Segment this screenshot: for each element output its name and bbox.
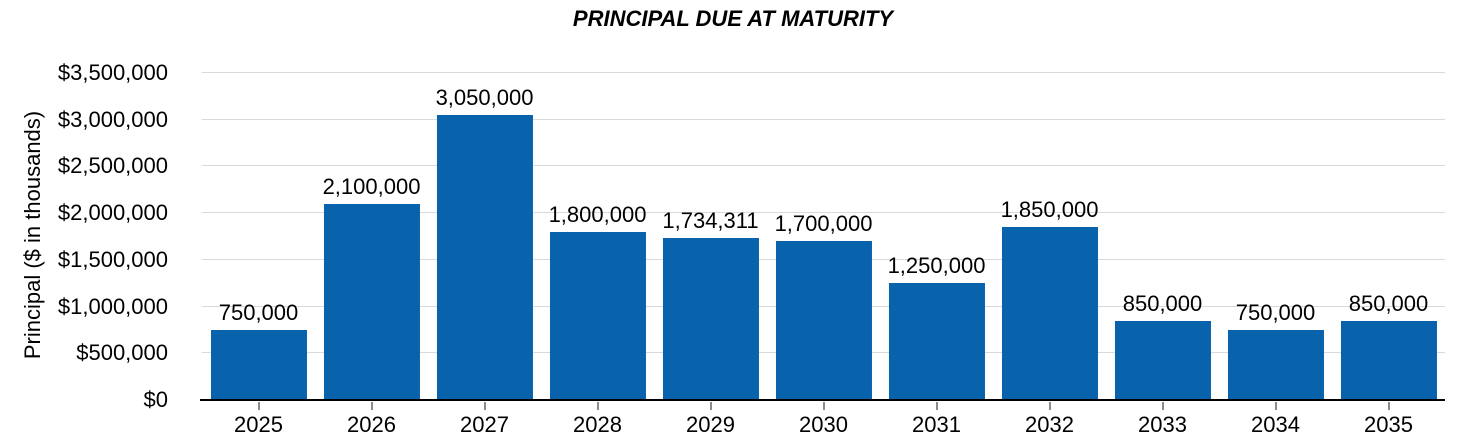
gridline	[202, 165, 1445, 167]
bar	[888, 283, 985, 400]
bar-slot: 2,100,000 2026	[315, 73, 428, 435]
bar-value-label: 1,850,000	[1000, 197, 1099, 223]
x-tick-label: 2028	[573, 412, 622, 437]
x-tick-label: 2027	[460, 412, 509, 437]
y-axis-labels: $0 $500,000 $1,000,000 $1,500,000 $2,000,000…	[0, 0, 168, 440]
x-tick-mark	[935, 402, 938, 410]
bar-value-label: 750,000	[218, 299, 299, 325]
y-tick-label: $500,000	[76, 340, 168, 366]
x-tick-mark	[483, 402, 486, 410]
bar-slot: 850,000 2035	[1332, 73, 1445, 436]
bar-value-label: 850,000	[1122, 290, 1203, 316]
bar-slot: 1,850,000 2032	[993, 73, 1106, 436]
bar-value-label: 850,000	[1348, 290, 1429, 316]
bar	[1114, 320, 1211, 400]
x-tick-mark	[1387, 402, 1390, 410]
gridline	[202, 118, 1445, 120]
x-axis-line	[200, 399, 1445, 401]
x-tick-mark	[370, 402, 373, 410]
bar	[1227, 329, 1324, 400]
bar-slot: 750,000 2034	[1219, 73, 1332, 436]
x-tick-label: 2033	[1138, 412, 1187, 437]
bar	[1340, 320, 1437, 400]
y-tick-label: $1,500,000	[57, 246, 168, 272]
y-tick-label: $2,500,000	[57, 153, 168, 179]
x-tick-mark	[257, 402, 260, 410]
y-tick-label: $0	[143, 387, 168, 412]
bar	[662, 237, 759, 400]
x-tick-label: 2030	[799, 412, 848, 437]
bar-slot: 1,700,000 2030	[767, 73, 880, 436]
gridline	[202, 212, 1445, 214]
bars: 750,000 2025 2,100,000 2026 3,050,000 2027 1,8…	[202, 73, 1445, 436]
x-tick-mark	[709, 402, 712, 410]
bar-value-label: 1,250,000	[887, 253, 986, 279]
bar-slot: 1,734,311 2029	[654, 73, 767, 435]
x-tick-mark	[822, 402, 825, 410]
bar	[210, 329, 307, 400]
bar-value-label: 750,000	[1235, 299, 1316, 325]
gridline	[202, 72, 1445, 73]
bar	[775, 241, 872, 400]
y-tick-label: $3,500,000	[57, 60, 168, 85]
bar-slot: 750,000 2025	[202, 73, 315, 436]
x-tick-mark	[1161, 402, 1164, 410]
chart-title: PRINCIPAL DUE AT MATURITY	[572, 6, 894, 31]
x-tick-label: 2026	[347, 412, 396, 437]
x-tick-label: 2029	[686, 412, 735, 437]
x-tick-label: 2031	[912, 412, 961, 437]
bar-value-label: 1,734,311	[662, 207, 759, 233]
bar-slot: 850,000 2033	[1106, 73, 1219, 436]
x-tick-label: 2025	[234, 412, 283, 437]
bar	[436, 115, 533, 400]
x-tick-mark	[1048, 402, 1051, 410]
x-tick-mark	[1274, 402, 1277, 410]
y-tick-label: $1,000,000	[57, 293, 168, 319]
plot-area: 750,000 2025 2,100,000 2026 3,050,000 2027 1,8…	[202, 72, 1445, 436]
x-tick-label: 2032	[1025, 412, 1074, 437]
bar-slot: 1,800,000 2028	[541, 73, 654, 435]
x-tick-label: 2035	[1364, 412, 1413, 437]
y-tick-label: $2,000,000	[57, 200, 168, 226]
bar	[323, 203, 420, 400]
bar-value-label: 2,100,000	[322, 173, 421, 199]
y-tick-label: $3,000,000	[57, 106, 168, 132]
x-tick-mark	[596, 402, 599, 410]
x-tick-label: 2034	[1251, 412, 1300, 437]
bar-value-label: 3,050,000	[435, 85, 534, 111]
bar-value-label: 1,800,000	[548, 201, 647, 227]
bar	[549, 231, 646, 400]
bar-value-label: 1,700,000	[774, 211, 873, 237]
bar-slot: 3,050,000 2027	[428, 73, 541, 436]
bar	[1001, 227, 1098, 400]
bar-slot: 1,250,000 2031	[880, 73, 993, 436]
